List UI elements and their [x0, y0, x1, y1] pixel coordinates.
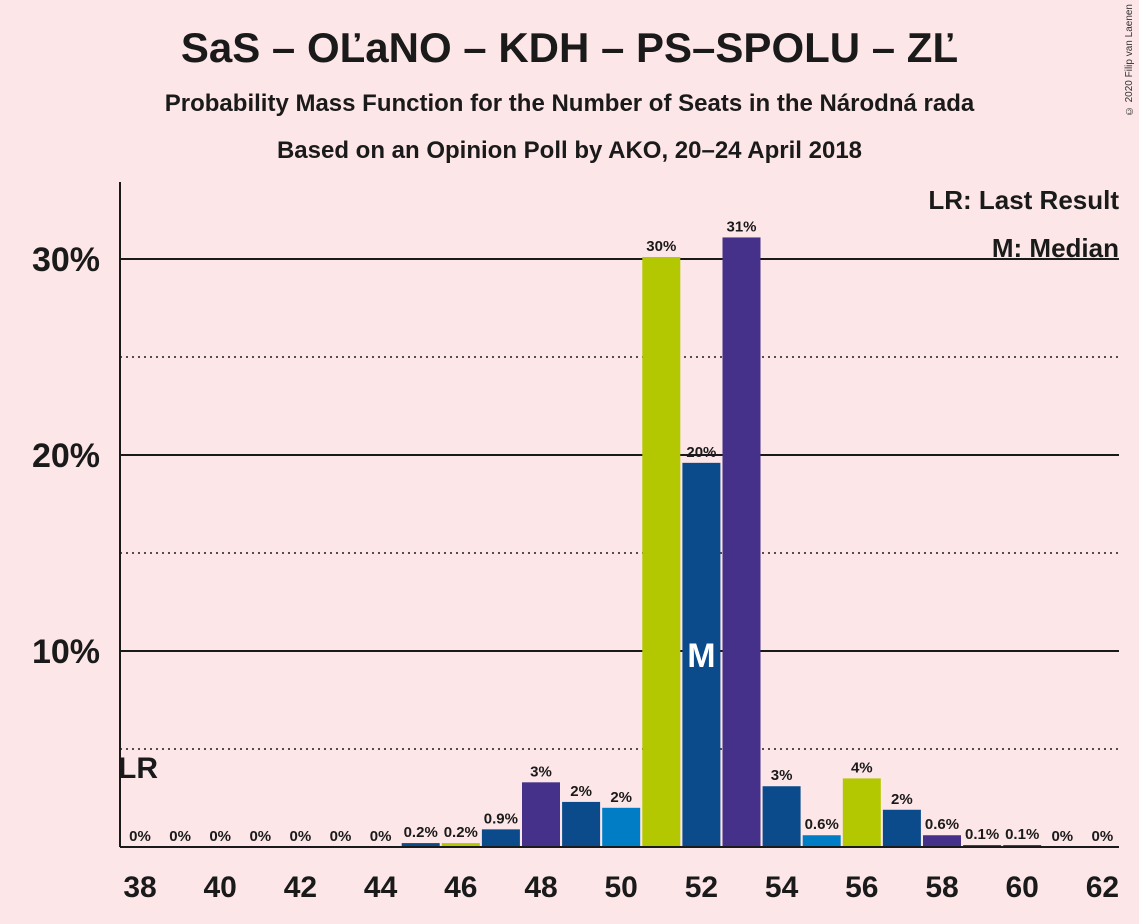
x-tick-label: 38 — [123, 871, 156, 904]
x-tick-label: 60 — [1006, 871, 1039, 904]
data-label: 20% — [686, 444, 716, 461]
data-label: 0.2% — [404, 824, 438, 841]
data-label: 0.1% — [965, 826, 999, 843]
bar-seats-51 — [642, 257, 681, 847]
bar-seats-47 — [481, 829, 520, 847]
data-label: 3% — [530, 763, 552, 780]
data-label: 0% — [209, 828, 231, 845]
bar-seats-45 — [401, 843, 440, 847]
bar-seats-46 — [441, 843, 480, 847]
data-label: 0% — [129, 828, 151, 845]
legend: LR: Last Result M: Median — [928, 182, 1119, 278]
data-label: 0% — [370, 828, 392, 845]
data-label: 30% — [646, 238, 676, 255]
data-label: 0.9% — [484, 810, 518, 827]
bar-seats-54 — [762, 786, 801, 847]
legend-last-result: LR: Last Result — [928, 185, 1119, 215]
data-label: 2% — [610, 789, 632, 806]
x-tick-label: 52 — [685, 871, 718, 904]
bar-seats-57 — [882, 809, 921, 847]
data-label: 31% — [726, 218, 756, 235]
y-tick-label: 10% — [32, 633, 100, 671]
x-tick-label: 44 — [364, 871, 398, 904]
data-label: 0% — [290, 828, 312, 845]
x-tick-label: 62 — [1086, 871, 1119, 904]
x-tick-label: 42 — [284, 871, 317, 904]
x-tick-label: 40 — [204, 871, 237, 904]
chart-subtitle: Probability Mass Function for the Number… — [164, 90, 975, 117]
data-label: 0.6% — [805, 816, 839, 833]
x-tick-label: 48 — [524, 871, 557, 904]
x-tick-label: 58 — [925, 871, 958, 904]
data-label: 0% — [330, 828, 352, 845]
data-label: 0.2% — [444, 824, 478, 841]
bar-seats-55 — [802, 835, 841, 847]
legend-median: M: Median — [991, 233, 1119, 263]
y-tick-label: 20% — [32, 437, 100, 475]
bar-seats-50 — [602, 807, 641, 847]
x-tick-label: 54 — [765, 871, 799, 904]
y-tick-label: 30% — [32, 241, 100, 279]
data-label: 2% — [891, 791, 913, 808]
data-label: 0% — [169, 828, 191, 845]
x-tick-label: 50 — [605, 871, 638, 904]
last-result-marker: LR — [118, 752, 158, 785]
median-marker: M — [687, 637, 715, 675]
chart-title: SaS – OĽaNO – KDH – PS–SPOLU – ZĽ — [180, 24, 959, 71]
data-label: 0% — [1051, 828, 1073, 845]
data-label: 2% — [570, 783, 592, 800]
bar-seats-58 — [923, 835, 961, 847]
bar-seats-56 — [842, 778, 881, 847]
bar-seats-52 — [682, 462, 721, 847]
bar-seats-49 — [562, 801, 601, 847]
data-label: 0.1% — [1005, 826, 1039, 843]
data-label: 4% — [851, 759, 873, 776]
x-tick-label: 56 — [845, 871, 878, 904]
bar-seats-53 — [722, 237, 761, 847]
data-label: 3% — [771, 767, 793, 784]
bar-seats-48 — [522, 782, 560, 847]
data-label: 0.6% — [925, 816, 959, 833]
chart-source: Based on an Opinion Poll by AKO, 20–24 A… — [276, 137, 863, 164]
data-label: 0% — [1092, 828, 1114, 845]
data-label: 0% — [249, 828, 271, 845]
x-tick-label: 46 — [444, 871, 477, 904]
